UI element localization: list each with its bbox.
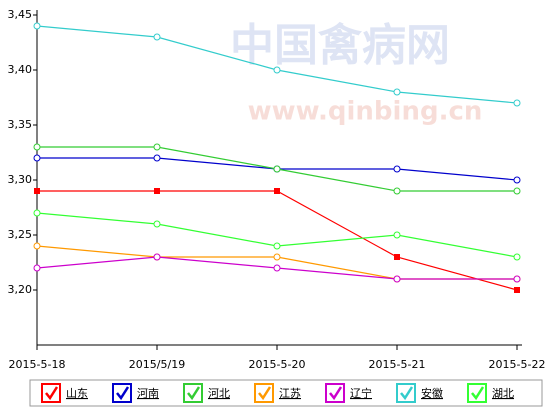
point — [273, 264, 281, 272]
point — [273, 242, 281, 250]
legend-check[interactable] — [116, 386, 130, 401]
y-tick-label: 3,45 — [8, 8, 33, 21]
legend-check[interactable] — [471, 386, 485, 401]
legend-label[interactable]: 江苏 — [279, 387, 301, 400]
legend-check[interactable] — [187, 386, 201, 401]
legend-label[interactable]: 安徽 — [421, 386, 443, 400]
point — [153, 33, 161, 41]
y-tick-label: 3,20 — [8, 283, 33, 296]
point — [33, 143, 41, 151]
legend-check[interactable] — [329, 386, 343, 401]
watermark: www.qinbing.cn — [248, 97, 483, 127]
series-line — [36, 212, 518, 258]
legend-label[interactable]: 湖北 — [492, 387, 514, 400]
watermark: 中国禽病网 — [230, 20, 450, 71]
point — [274, 188, 280, 194]
point — [33, 264, 41, 272]
series-line — [36, 245, 517, 280]
point — [513, 275, 521, 283]
point — [513, 187, 521, 195]
point — [154, 188, 160, 194]
legend-label[interactable]: 辽宁 — [350, 386, 372, 400]
y-tick-label: 3,40 — [8, 63, 33, 76]
legend-swatch[interactable] — [41, 383, 61, 403]
point — [34, 188, 40, 194]
point — [513, 253, 521, 261]
point — [153, 154, 161, 162]
point — [33, 209, 41, 217]
point — [393, 275, 401, 283]
legend-label[interactable]: 河南 — [137, 387, 159, 400]
legend-check[interactable] — [258, 386, 272, 401]
x-tick-label: 2015-5-21 — [369, 358, 426, 371]
x-tick-label: 2015-5-22 — [489, 358, 546, 371]
point — [33, 22, 41, 30]
legend-label[interactable]: 河北 — [208, 387, 230, 400]
legend-check[interactable] — [45, 386, 59, 401]
legend-swatch[interactable] — [325, 383, 345, 403]
point — [33, 154, 41, 162]
legend-swatch[interactable] — [467, 383, 487, 403]
point — [514, 287, 520, 293]
point — [394, 254, 400, 260]
legend-check[interactable] — [400, 386, 414, 401]
legend-label[interactable]: 山东 — [66, 387, 88, 400]
point — [393, 231, 401, 239]
y-tick-label: 3,35 — [8, 118, 33, 131]
point — [513, 99, 521, 107]
legend-swatch[interactable] — [112, 383, 132, 403]
legend-swatch[interactable] — [183, 383, 203, 403]
y-tick-label: 3,30 — [8, 173, 33, 186]
point — [393, 187, 401, 195]
x-tick-label: 2015-5-18 — [9, 358, 66, 371]
point — [33, 242, 41, 250]
point — [273, 253, 281, 261]
point — [153, 253, 161, 261]
series-line — [37, 190, 518, 291]
point — [513, 176, 521, 184]
x-tick-label: 2015/5/19 — [129, 358, 185, 371]
point — [273, 66, 281, 74]
x-tick-label: 2015-5-20 — [249, 358, 306, 371]
legend-swatch[interactable] — [396, 383, 416, 403]
point — [153, 220, 161, 228]
point — [153, 143, 161, 151]
y-tick-label: 3,25 — [8, 228, 33, 241]
legend-swatch[interactable] — [254, 383, 274, 403]
point — [393, 165, 401, 173]
point — [273, 165, 281, 173]
point — [393, 88, 401, 96]
